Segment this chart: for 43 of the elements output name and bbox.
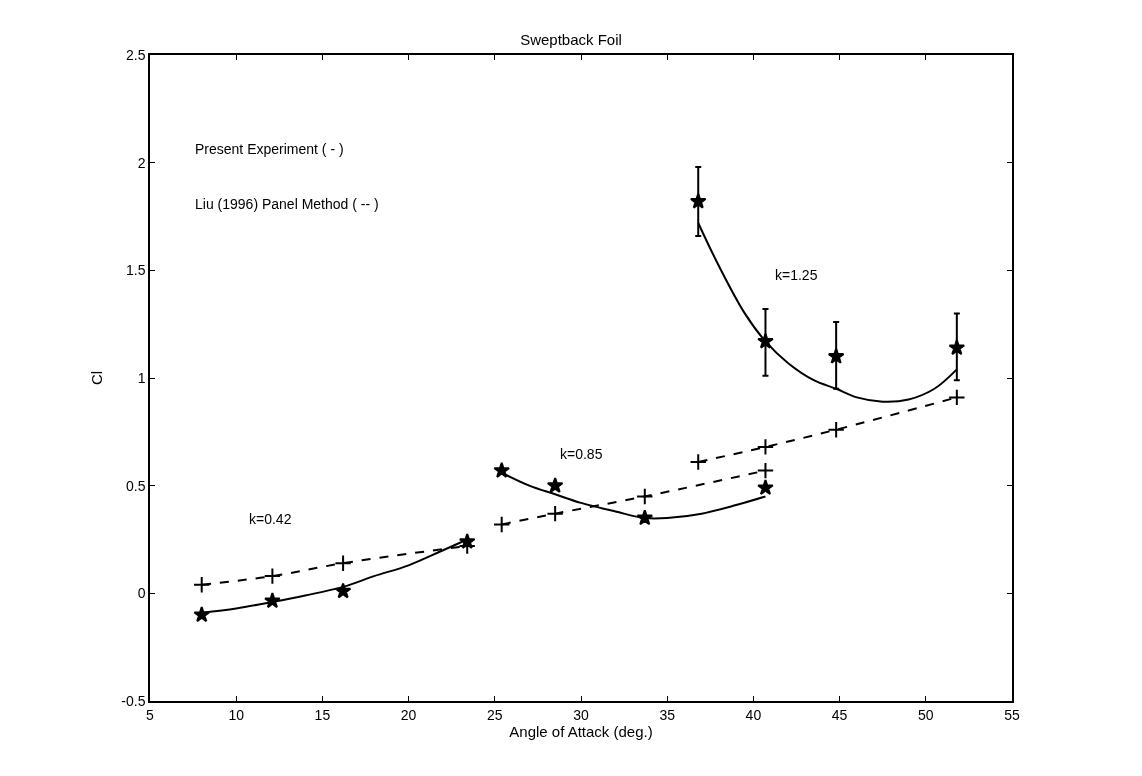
- point: [757, 479, 774, 496]
- y-tick-label: 0: [137, 585, 146, 602]
- point: [948, 388, 966, 407]
- x-tick-label: 35: [659, 706, 676, 723]
- x-tick-label: 10: [228, 706, 245, 723]
- x-tick-label: 25: [487, 706, 503, 723]
- point: [493, 515, 511, 534]
- x-tick-label: 50: [918, 706, 934, 723]
- point: [636, 487, 654, 506]
- annotation: Present Experiment ( - ): [195, 141, 344, 157]
- x-tick-label: 45: [831, 706, 848, 723]
- point: [546, 504, 564, 523]
- point: [689, 453, 707, 471]
- point: [689, 192, 707, 209]
- x-tick-label: 40: [745, 706, 762, 723]
- x-tick-label: 5: [146, 706, 155, 723]
- y-axis-title: Cl: [88, 370, 106, 386]
- y-tick-label: 2: [137, 154, 146, 171]
- y-tick-label: 2.5: [125, 46, 146, 63]
- point: [827, 347, 845, 364]
- point: [756, 461, 775, 480]
- annotation: k=1.25: [775, 267, 818, 283]
- y-tick-label: 1.5: [125, 262, 146, 279]
- x-tick-label: 30: [573, 706, 589, 723]
- x-tick-label: 20: [400, 706, 417, 723]
- annotation: k=0.85: [560, 446, 603, 462]
- point: [756, 438, 775, 456]
- annotation: Liu (1996) Panel Method ( -- ): [195, 196, 379, 212]
- chart-title: Sweptback Foil: [520, 31, 622, 49]
- y-tick-label: 1: [137, 369, 146, 386]
- point: [493, 461, 511, 478]
- point: [546, 476, 564, 493]
- x-tick-label: 15: [314, 706, 331, 723]
- y-tick-label: 0.5: [125, 477, 146, 494]
- x-tick-label: 55: [1004, 706, 1020, 723]
- y-tick-label: -0.5: [121, 692, 146, 709]
- point: [193, 576, 211, 594]
- point: [263, 567, 282, 585]
- point: [334, 554, 352, 572]
- point: [948, 339, 966, 356]
- annotation: k=0.42: [249, 511, 292, 527]
- x-axis-title: Angle of Attack (deg.): [509, 722, 653, 740]
- point: [827, 420, 845, 439]
